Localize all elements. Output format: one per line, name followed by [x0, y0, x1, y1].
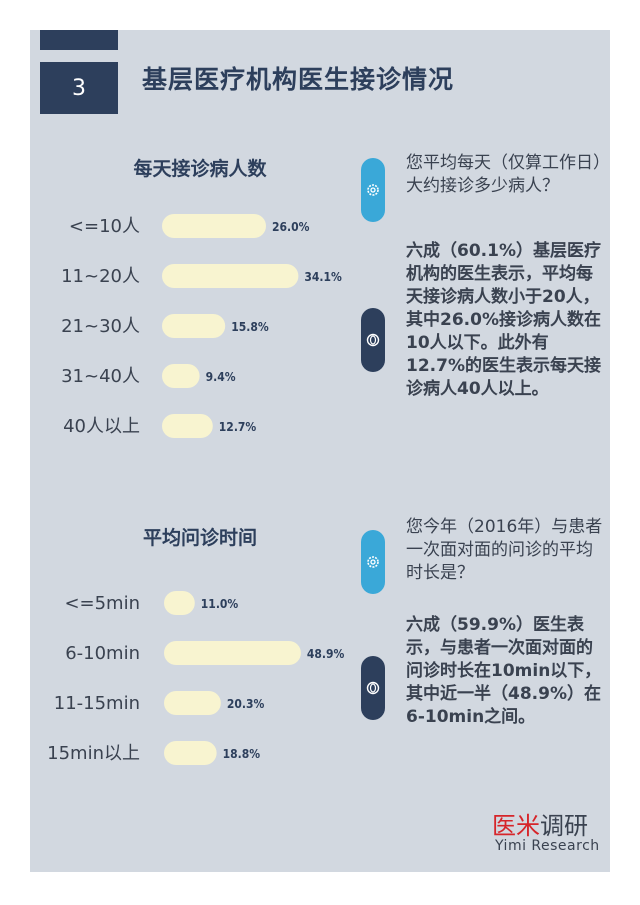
page-title: 基层医疗机构医生接诊情况: [142, 65, 455, 94]
value-label: 9.4%: [206, 370, 236, 384]
gear-icon: [361, 530, 385, 594]
header-tab: [40, 30, 118, 50]
section-number: 3: [40, 62, 118, 114]
value-label: 18.8%: [223, 747, 261, 761]
bar: [162, 264, 299, 288]
bar: [164, 591, 195, 615]
category-label: 31~40人: [61, 366, 140, 387]
bar: [162, 314, 226, 338]
chart-title: 平均问诊时间: [142, 527, 257, 549]
bar: [164, 741, 217, 765]
chart-title: 每天接诊病人数: [133, 158, 267, 180]
category-label: 21~30人: [61, 316, 140, 337]
category-label: 11-15min: [54, 693, 140, 714]
value-label: 48.9%: [307, 647, 345, 661]
brand-name-red: 医米: [492, 812, 540, 840]
brand-logo: 医米调研: [492, 806, 588, 841]
answer-text: 六成（59.9%）医生表示，与患者一次面对面的问诊时长在10min以下，其中近一…: [406, 615, 602, 727]
answer-text: 六成（60.1%）基层医疗机构的医生表示，平均每天接诊病人数小于20人，其中26…: [406, 241, 601, 399]
category-label: 11~20人: [61, 266, 140, 287]
bar: [162, 414, 213, 438]
category-label: <=10人: [69, 216, 140, 237]
category-label: 15min以上: [47, 743, 140, 764]
chart-consult-time: 平均问诊时间 <=5min 11.0% 6-10min 48.9% 11-15min 20…: [40, 513, 360, 783]
chart-consult-time-svg: <=5min 11.0% 6-10min 48.9% 11-15min 20.3% 15mi…: [47, 591, 345, 765]
question-text: 您平均每天（仅算工作日）大约接诊多少病人？: [406, 153, 602, 196]
value-label: 20.3%: [227, 697, 265, 711]
chart-daily-patients: 每天接诊病人数 <=10人 26.0% 11~20人 34.1% 21~30人 15.8%…: [40, 148, 360, 448]
bar: [164, 691, 221, 715]
bar: [162, 364, 200, 388]
gear-icon: [361, 158, 385, 222]
chart-daily-patients-svg: <=10人 26.0% 11~20人 34.1% 21~30人 15.8% 31~40人 9.…: [61, 214, 342, 438]
bar: [162, 214, 266, 238]
content-panel: [30, 30, 610, 872]
category-label: 40人以上: [63, 416, 140, 437]
category-label: 6-10min: [65, 643, 140, 664]
brand-name-dark: 调研: [540, 812, 588, 840]
value-label: 15.8%: [231, 320, 269, 334]
value-label: 11.0%: [201, 597, 239, 611]
bar: [164, 641, 301, 665]
category-label: <=5min: [64, 593, 140, 614]
value-label: 34.1%: [304, 270, 342, 284]
value-label: 26.0%: [272, 220, 310, 234]
question-text: 您今年（2016年）与患者一次面对面的问诊的平均时长是？: [406, 517, 603, 583]
brand-english: Yimi Research: [495, 838, 600, 854]
lens-icon: [361, 308, 385, 372]
lens-icon: [361, 656, 385, 720]
value-label: 12.7%: [219, 420, 257, 434]
